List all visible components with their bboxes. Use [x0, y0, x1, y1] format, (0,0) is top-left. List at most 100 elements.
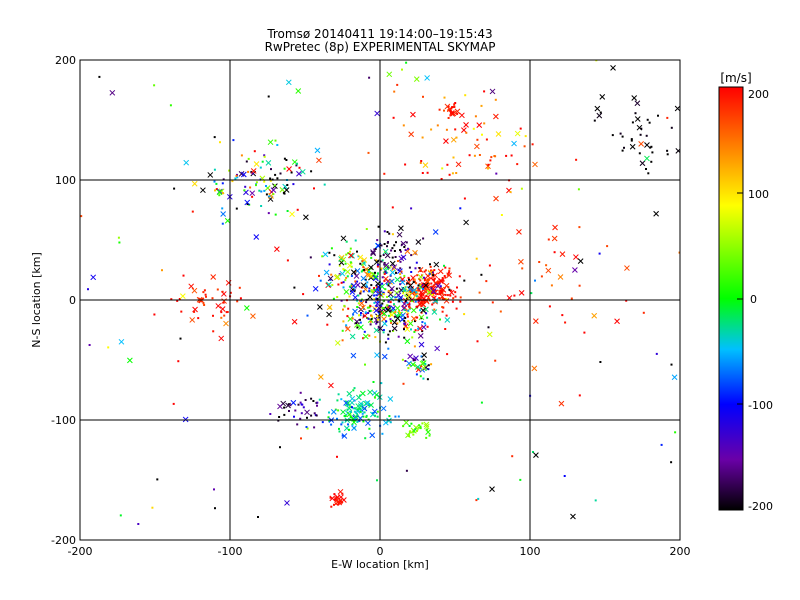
- data-point-dot: [395, 287, 398, 290]
- data-point-dot: [391, 233, 394, 236]
- data-point-dot: [414, 329, 417, 332]
- data-point-dot: [464, 94, 467, 97]
- data-point-dot: [255, 181, 258, 184]
- data-point-x-marker: [381, 353, 388, 360]
- data-point-dot: [349, 405, 352, 408]
- data-point-x-marker: [420, 301, 427, 308]
- data-point-dot: [394, 296, 397, 299]
- data-point-dot: [410, 207, 413, 210]
- data-point-dot: [402, 425, 405, 428]
- data-point-dot: [382, 331, 385, 334]
- data-point-dot: [236, 300, 239, 303]
- data-point-dot: [575, 158, 578, 161]
- data-point-x-marker: [118, 338, 125, 345]
- chart-subtitle: RwPretec (8p) EXPERIMENTAL SKYMAP: [265, 40, 496, 54]
- data-point-dot: [338, 264, 341, 267]
- data-point-x-marker: [389, 285, 395, 292]
- data-point-dot: [405, 241, 408, 244]
- data-point-dot: [193, 310, 196, 313]
- data-point-dot: [413, 290, 416, 293]
- data-point-dot: [368, 76, 371, 79]
- data-point-dot: [366, 285, 368, 288]
- data-point-dot: [630, 138, 633, 141]
- data-point-dot: [385, 271, 388, 274]
- data-point-x-marker: [454, 108, 461, 115]
- data-point-dot: [297, 403, 300, 406]
- data-point-x-marker: [291, 318, 298, 325]
- data-point-dot: [380, 382, 383, 385]
- data-point-dot: [365, 284, 368, 287]
- data-point-x-marker: [495, 131, 502, 137]
- data-point-dot: [221, 182, 224, 185]
- data-point-x-marker: [371, 408, 378, 415]
- data-point-x-marker: [532, 161, 538, 168]
- data-point-dot: [347, 307, 350, 310]
- data-point-dot: [375, 304, 378, 307]
- data-point-dot: [387, 333, 390, 336]
- data-point-dot: [386, 283, 388, 286]
- data-point-dot: [382, 293, 385, 296]
- data-point-x-marker: [353, 273, 360, 279]
- data-point-dot: [493, 155, 496, 157]
- data-point-x-marker: [363, 400, 369, 407]
- data-point-dot: [374, 271, 376, 274]
- data-point-x-marker: [346, 262, 353, 269]
- data-point-dot: [293, 286, 296, 289]
- data-point-x-marker: [423, 282, 429, 289]
- data-point-dot: [416, 429, 418, 432]
- data-point-dot: [424, 269, 427, 272]
- data-point-dot: [333, 503, 335, 506]
- data-point-dot: [398, 300, 401, 303]
- data-point-x-marker: [207, 172, 214, 178]
- data-point-x-marker: [518, 290, 525, 296]
- data-point-x-marker: [424, 279, 431, 285]
- data-point-dot: [212, 330, 215, 333]
- data-point-x-marker: [367, 389, 373, 396]
- data-point-dot: [655, 352, 658, 355]
- data-point-dot: [426, 278, 429, 281]
- data-point-dot: [666, 153, 669, 156]
- data-point-x-marker: [179, 293, 186, 299]
- data-point-dot: [351, 406, 353, 409]
- data-point-dot: [346, 275, 349, 278]
- data-point-dot: [390, 314, 393, 316]
- data-point-dot: [477, 497, 480, 500]
- data-point-dot: [476, 138, 479, 141]
- data-point-dot: [521, 267, 524, 270]
- data-point-dot: [407, 434, 410, 437]
- data-point-dot: [436, 124, 439, 127]
- data-point-dot: [176, 299, 179, 302]
- data-point-dot: [441, 167, 444, 170]
- data-point-dot: [399, 283, 402, 286]
- data-point-dot: [376, 272, 379, 275]
- data-point-dot: [547, 238, 550, 241]
- data-point-dot: [340, 423, 343, 426]
- data-point-dot: [222, 301, 225, 304]
- colorbar-ticks: [737, 86, 743, 511]
- data-point-dot: [406, 282, 409, 285]
- data-point-dot: [338, 427, 340, 430]
- data-point-x-marker: [653, 210, 659, 217]
- data-point-dot: [356, 299, 359, 302]
- data-point-dot: [409, 289, 412, 292]
- data-point-dot: [335, 496, 338, 499]
- data-point-x-marker: [432, 297, 439, 304]
- data-point-dot: [488, 264, 491, 267]
- data-point-dot: [343, 269, 346, 272]
- data-point-dot: [212, 314, 214, 317]
- data-point-dot: [354, 280, 357, 283]
- data-point-x-marker: [591, 312, 598, 319]
- data-point-dot: [282, 191, 285, 194]
- data-point-dot: [349, 247, 352, 250]
- data-point-dot: [283, 406, 286, 409]
- data-point-dot: [642, 311, 645, 314]
- data-point-x-marker: [360, 275, 367, 282]
- data-point-x-marker: [362, 312, 368, 319]
- data-point-dot: [451, 111, 454, 114]
- data-point-dot: [429, 265, 432, 268]
- data-point-dot: [239, 297, 242, 300]
- data-point-x-marker: [243, 305, 250, 311]
- data-point-x-marker: [109, 89, 116, 96]
- data-point-dot: [352, 407, 355, 410]
- data-point-dot: [362, 415, 365, 418]
